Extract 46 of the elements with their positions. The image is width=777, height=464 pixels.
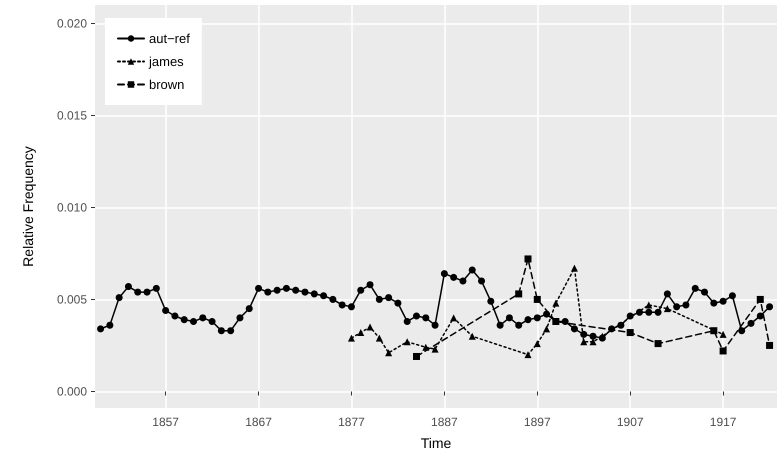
point [570,264,578,272]
point [468,332,476,340]
point [450,314,458,322]
point [357,329,364,336]
x-tick-label: 1897 [524,415,551,429]
point [720,347,727,354]
point [664,305,671,312]
legend-label: aut−ref [149,31,190,46]
y-tick-label: 0.020 [56,16,88,30]
y-tick-label: 0.010 [56,200,88,214]
point [580,338,588,346]
x-axis-title: Time [420,435,452,451]
point [766,342,774,349]
point [515,290,522,298]
point [720,330,727,338]
x-tick-label: 1887 [431,415,458,429]
legend-label: james [148,54,184,69]
point [404,338,411,346]
point [348,334,355,342]
x-tick-label: 1867 [245,415,272,429]
point [524,351,532,358]
y-axis-title: Relative Frequency [20,146,36,267]
point [376,334,383,342]
point [385,349,392,356]
point [710,327,718,334]
x-tick-label: 1917 [710,415,737,429]
y-tick-label: 0.015 [56,108,88,122]
point [654,340,662,348]
point [534,296,541,303]
point [645,301,652,308]
point [524,255,532,262]
x-tick-label: 1907 [616,415,644,429]
point [552,300,560,307]
point [366,324,374,331]
x-tick-label: 1857 [152,415,180,429]
point [412,352,420,360]
point [756,296,764,303]
point [534,340,541,348]
point [543,325,550,332]
point [422,344,430,351]
legend-label: brown [149,77,184,92]
point [432,346,439,353]
y-tick-label: 0.005 [56,292,88,306]
y-tick-label: 0.000 [56,384,88,398]
point [626,329,634,336]
x-tick-label: 1877 [338,415,366,429]
